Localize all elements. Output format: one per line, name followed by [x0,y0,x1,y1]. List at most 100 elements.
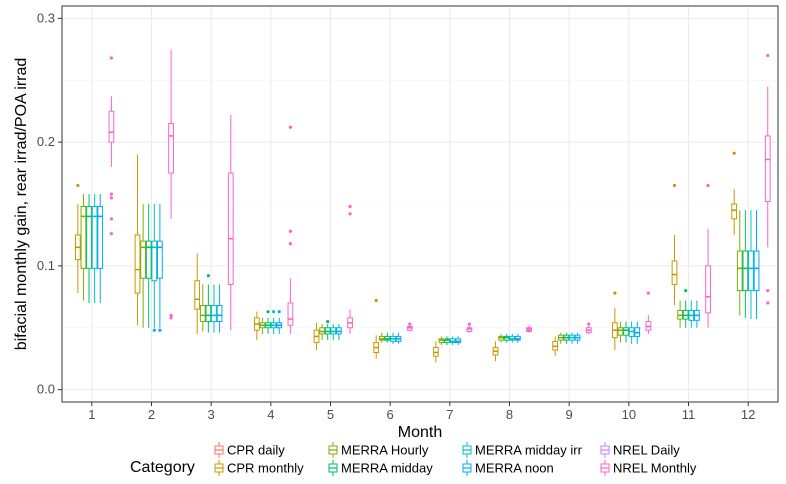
y-axis-title: bifacial monthly gain, rear irrad/POA ir… [13,58,30,351]
plot-panel-border [61,5,779,403]
box-nrel-monthly-month-7 [466,322,473,333]
box-merra-midday-month-4 [265,310,271,334]
iqr-box [764,135,771,203]
box-nrel-monthly-month-9 [585,322,592,334]
box-cpr-monthly-month-2 [134,154,141,326]
legend-key [600,460,610,476]
box-merra-hourly-month-11 [677,300,683,328]
box-nrel-monthly-month-4 [287,125,294,334]
box-merra-midday-month-9 [563,332,570,344]
outlier-point [348,204,352,209]
box-merra-midday-month-12 [742,210,749,318]
x-tick-label: 11 [682,407,696,422]
box-merra-hourly-month-8 [498,333,504,343]
box-merra-midday-month-5 [324,319,331,341]
legend: CPR daily CPR monthly MERRA Hourly MERRA mi… [214,442,697,476]
box-merra-midday-month-11 [682,289,689,328]
outlier-point [109,217,114,221]
x-axis-title: Month [398,424,442,441]
y-tick-label: 0.3 [37,10,55,25]
outlier-point [326,319,330,324]
legend-label: MERRA midday [341,461,433,476]
outlier-point [408,322,412,326]
legend-key [600,442,610,458]
outlier-point [109,192,114,196]
box-merra-hourly-month-12 [736,210,743,316]
legend-label: MERRA Hourly [341,443,429,458]
outlier-point [272,310,276,314]
box-nrel-monthly-month-8 [526,325,532,333]
box-merra-midday-month-6 [384,332,391,343]
box-merra-noon-month-6 [395,332,402,344]
box-merra-noon-month-2 [157,204,163,332]
box-nrel-monthly-month-1 [108,56,115,236]
iqr-box [86,205,92,269]
box-merra-noon-month-5 [336,324,342,341]
box-merra-noon-month-1 [97,194,104,303]
box-nrel-monthly-month-5 [347,204,353,334]
box-merra-noon-month-10 [634,321,641,344]
box-merra-midday-irr-month-10 [628,321,635,344]
outlier-point [288,229,293,233]
box-cpr-monthly-month-3 [194,253,201,334]
legend-key [328,460,338,476]
iqr-box [753,250,760,292]
box-cpr-monthly-month-10 [611,291,618,351]
box-merra-hourly-month-3 [199,284,206,332]
outlier-point [266,310,270,314]
outlier-point [646,291,651,295]
box-cpr-monthly-month-8 [492,341,499,362]
box-cpr-monthly-month-1 [74,183,81,294]
outlier-point [158,328,162,332]
legend-label: NREL Daily [613,443,680,458]
outlier-point [348,212,352,216]
outlier-point [467,322,472,326]
iqr-box [211,304,217,323]
box-merra-noon-month-7 [455,336,462,346]
box-merra-noon-month-3 [216,284,223,333]
box-merra-midday-irr-month-1 [91,194,98,303]
y-tick-label: 0.0 [37,382,55,397]
x-tick-label: 2 [148,407,155,422]
box-merra-hourly-month-4 [259,317,266,334]
iqr-box [216,304,223,323]
outlier-point [169,316,173,320]
box-merra-noon-month-4 [276,310,283,334]
outlier-point [732,151,736,155]
x-tick-label: 7 [446,407,453,422]
outlier-point [288,242,293,246]
box-merra-midday-irr-month-2 [151,204,158,332]
iqr-box [80,205,87,269]
legend-label: MERRA noon [475,461,554,476]
iqr-box [108,110,115,143]
legend-title: Category [130,459,195,476]
iqr-box [168,123,174,174]
iqr-box [742,250,749,292]
outlier-point [152,328,156,332]
box-nrel-monthly-month-10 [645,291,652,334]
box-cpr-monthly-month-5 [313,322,320,351]
x-tick-label: 8 [506,407,513,422]
legend-label: CPR daily [227,443,285,458]
y-tick-label: 0.2 [37,134,55,149]
legend-key [328,442,338,458]
outlier-point [169,313,173,317]
box-nrel-monthly-month-12 [764,53,771,305]
box-merra-hourly-month-10 [617,321,624,343]
box-merra-midday-irr-month-8 [509,333,516,343]
box-nrel-monthly-month-11 [705,183,711,328]
outlier-point [109,232,114,236]
box-merra-hourly-month-7 [438,336,445,346]
iqr-box [731,203,738,220]
box-merra-hourly-month-6 [378,332,385,343]
box-merra-noon-month-12 [753,210,760,320]
box-merra-hourly-month-2 [140,204,146,328]
legend-label: NREL Monthly [613,461,697,476]
outlier-point [277,310,281,314]
legend-label: MERRA midday irr [475,443,583,458]
iqr-box [287,302,294,326]
box-merra-midday-irr-month-12 [748,210,754,320]
outlier-point [76,183,80,188]
box-merra-midday-month-1 [86,194,92,303]
box-merra-noon-month-11 [694,300,700,328]
